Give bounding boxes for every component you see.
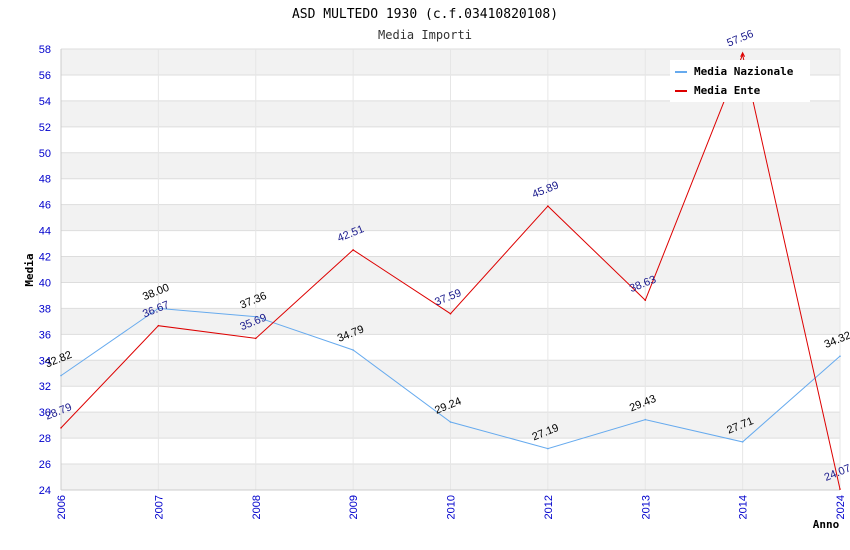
y-tick-label: 52 <box>39 122 51 134</box>
data-label: 57.56 <box>725 28 755 49</box>
data-point <box>60 427 62 429</box>
data-label: 29.43 <box>628 393 658 414</box>
data-point <box>741 441 744 443</box>
y-tick-label: 58 <box>39 44 51 56</box>
y-tick-label: 24 <box>39 485 51 497</box>
x-axis-label: Anno <box>813 518 840 531</box>
data-point <box>839 355 841 357</box>
data-label: 45.89 <box>531 179 561 200</box>
chart-title: ASD MULTEDO 1930 (c.f.03410820108) <box>292 7 558 22</box>
data-point <box>449 312 452 315</box>
y-tick-label: 34 <box>39 355 51 367</box>
x-tick-labels: 2006 2007 2008 2009 2010 2012 2013 2014 2024 <box>56 495 847 519</box>
y-tick-label: 46 <box>39 200 51 212</box>
data-point <box>644 418 647 421</box>
data-point <box>449 421 452 423</box>
y-tick-label: 44 <box>39 226 51 238</box>
x-tick-label: 2024 <box>835 495 847 519</box>
data-point <box>839 488 841 490</box>
series-group <box>60 51 841 490</box>
data-point <box>352 349 354 351</box>
data-point <box>547 205 549 207</box>
y-tick-label: 38 <box>39 303 51 315</box>
y-tick-label: 28 <box>39 433 51 445</box>
y-tick-label: 50 <box>39 148 51 160</box>
y-tick-labels: 24 26 28 30 32 34 36 38 40 42 44 46 48 50 52 54 56 58 <box>39 44 51 497</box>
x-tick-label: 2014 <box>738 495 750 519</box>
data-point <box>254 337 257 340</box>
grid-lines <box>60 48 841 491</box>
legend-label-media-nazionale: Media Nazionale <box>694 65 794 78</box>
data-point <box>254 315 257 318</box>
legend: Media Nazionale Media Ente <box>670 60 810 102</box>
y-tick-label: 42 <box>39 252 51 264</box>
legend-label-media-ente: Media Ente <box>694 84 761 97</box>
data-point <box>547 447 549 450</box>
data-point <box>157 307 160 310</box>
data-point <box>60 374 62 377</box>
y-tick-label: 30 <box>39 407 51 419</box>
y-tick-label: 54 <box>39 96 51 108</box>
y-tick-label: 56 <box>39 70 51 82</box>
data-point <box>157 324 160 327</box>
legend-box <box>670 60 810 102</box>
x-tick-label: 2013 <box>640 495 652 519</box>
y-axis-label: Media <box>23 253 36 286</box>
x-tick-label: 2006 <box>56 495 68 519</box>
peak-arrow-icon <box>740 51 746 57</box>
x-tick-label: 2010 <box>446 495 458 519</box>
chart-subtitle: Media Importi <box>378 28 472 42</box>
y-tick-label: 48 <box>39 174 51 186</box>
y-tick-label: 32 <box>39 381 51 393</box>
x-tick-label: 2009 <box>348 495 360 519</box>
y-tick-label: 40 <box>39 277 51 289</box>
y-tick-label: 36 <box>39 329 51 341</box>
y-tick-label: 26 <box>39 459 51 471</box>
data-point <box>352 249 354 251</box>
x-tick-label: 2012 <box>543 495 555 519</box>
x-tick-label: 2008 <box>251 495 263 519</box>
x-tick-label: 2007 <box>153 495 165 519</box>
data-point <box>644 299 647 302</box>
